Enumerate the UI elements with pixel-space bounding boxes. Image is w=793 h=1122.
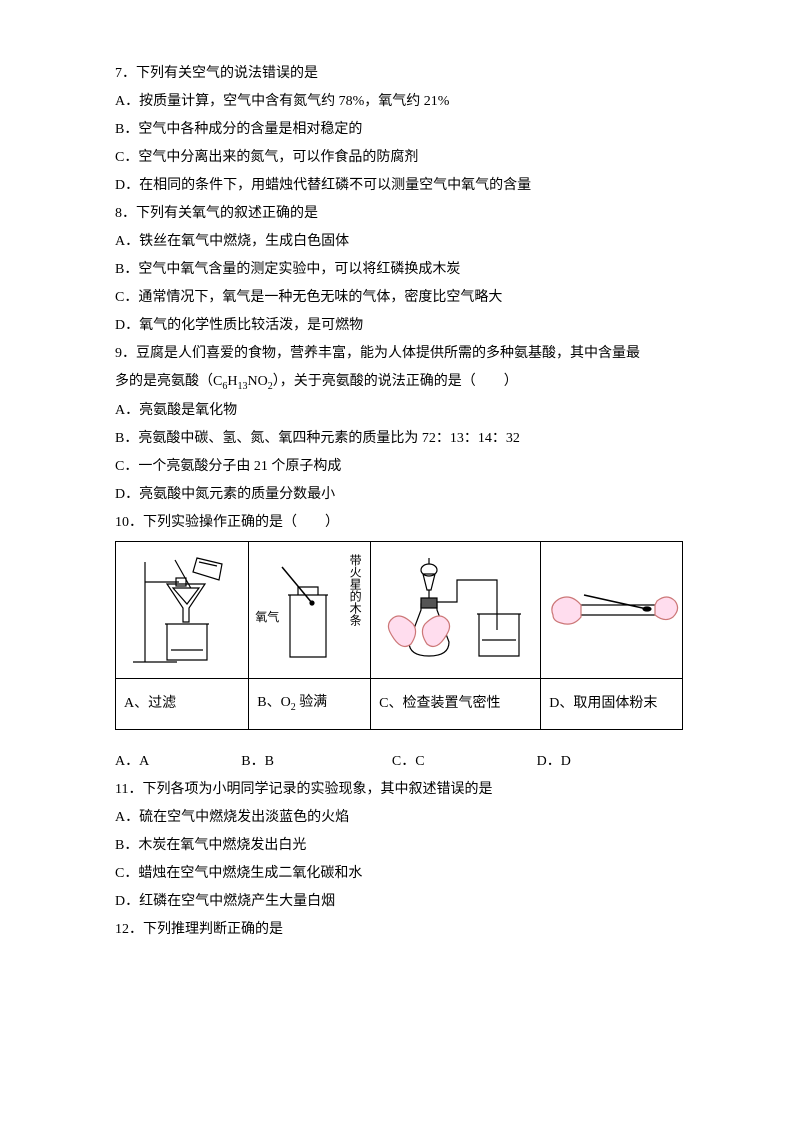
q9-opt-d: D．亮氨酸中氮元素的质量分数最小 (115, 481, 683, 509)
q9-stem-1: 9．豆腐是人们喜爱的食物，营养丰富，能为人体提供所需的多种氨基酸，其中含量最 (115, 340, 683, 368)
q11-opt-b: B．木炭在氧气中燃烧发出白光 (115, 832, 683, 860)
cell-b-b: 验满 (296, 695, 328, 710)
table-row: A、过滤 B、O2 验满 C、检查装置气密性 D、取用固体粉末 (116, 678, 683, 729)
q9-stem-2: 多的是亮氨酸（C6H13NO2），关于亮氨酸的说法正确的是（ ） (115, 368, 683, 397)
cell-label-c: C、检查装置气密性 (371, 678, 541, 729)
q10-ans-b: B．B (241, 748, 274, 776)
page: 7．下列有关空气的说法错误的是 A．按质量计算，空气中含有氮气约 78%，氧气约… (0, 0, 793, 1122)
q10-stem: 10．下列实验操作正确的是（ ） (115, 509, 683, 537)
wick-label: 带火星的木条 (347, 554, 363, 626)
q9-stem2-c: NO (247, 374, 267, 389)
q8-opt-d: D．氧气的化学性质比较活泼，是可燃物 (115, 312, 683, 340)
q11-opt-d: D．红磷在空气中燃烧产生大量白烟 (115, 888, 683, 916)
cell-label-a: A、过滤 (116, 678, 249, 729)
q8-stem: 8．下列有关氧气的叙述正确的是 (115, 200, 683, 228)
q7-opt-b: B．空气中各种成分的含量是相对稳定的 (115, 116, 683, 144)
q12-stem: 12．下列推理判断正确的是 (115, 916, 683, 944)
cell-img-c (371, 541, 541, 678)
q9-stem2-b: H (227, 374, 237, 389)
q9-opt-b: B．亮氨酸中碳、氢、氮、氧四种元素的质量比为 72：13：14：32 (115, 425, 683, 453)
q10-answers: A．A B．B C．C D．D (115, 748, 683, 776)
cell-label-b: B、O2 验满 (249, 678, 371, 729)
experiment-table: 氧气 带火星的木条 (115, 541, 683, 730)
cell-label-d: D、取用固体粉末 (541, 678, 683, 729)
cell-img-d (541, 541, 683, 678)
q7-opt-d: D．在相同的条件下，用蜡烛代替红磷不可以测量空气中氧气的含量 (115, 172, 683, 200)
oxygen-label: 氧气 (255, 610, 279, 626)
cell-img-b: 氧气 带火星的木条 (249, 541, 371, 678)
q11-opt-c: C．蜡烛在空气中燃烧生成二氧化碳和水 (115, 860, 683, 888)
cell-img-a (116, 541, 249, 678)
q9-opt-c: C．一个亮氨酸分子由 21 个原子构成 (115, 453, 683, 481)
q7-stem: 7．下列有关空气的说法错误的是 (115, 60, 683, 88)
q9-stem2-d: ），关于亮氨酸的说法正确的是（ ） (273, 374, 518, 389)
q10-ans-d: D．D (537, 748, 571, 776)
q7-opt-c: C．空气中分离出来的氮气，可以作食品的防腐剂 (115, 144, 683, 172)
powder-icon (549, 565, 679, 655)
q10-ans-a: A．A (115, 748, 149, 776)
q8-opt-a: A．铁丝在氧气中燃烧，生成白色固体 (115, 228, 683, 256)
q7-opt-a: A．按质量计算，空气中含有氮气约 78%，氧气约 21% (115, 88, 683, 116)
q11-stem: 11．下列各项为小明同学记录的实验现象，其中叙述错误的是 (115, 776, 683, 804)
table-row: 氧气 带火星的木条 (116, 541, 683, 678)
cell-b-a: B、O (257, 695, 290, 710)
airtight-icon (379, 552, 534, 667)
q8-opt-c: C．通常情况下，氧气是一种无色无味的气体，密度比空气略大 (115, 284, 683, 312)
q8-opt-b: B．空气中氧气含量的测定实验中，可以将红磷换成木炭 (115, 256, 683, 284)
q9-stem2-a: 多的是亮氨酸（C (115, 374, 222, 389)
q11-opt-a: A．硫在空气中燃烧发出淡蓝色的火焰 (115, 804, 683, 832)
q10-ans-c: C．C (392, 748, 425, 776)
q9-opt-a: A．亮氨酸是氧化物 (115, 397, 683, 425)
q9-sub2: 13 (237, 381, 247, 392)
filter-icon (127, 552, 237, 667)
